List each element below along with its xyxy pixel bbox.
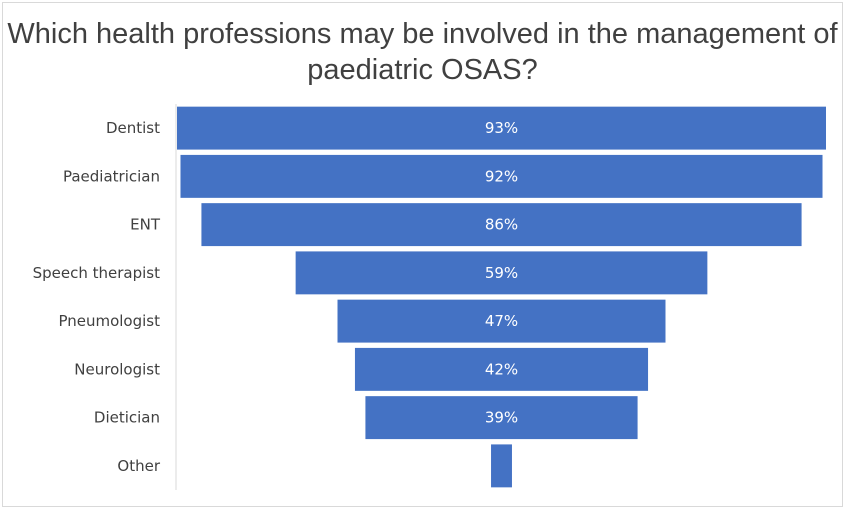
data-label: 59% [485, 264, 518, 282]
bar-paediatrician [180, 154, 823, 198]
data-label: 47% [485, 312, 518, 330]
bar-neurologist [354, 347, 649, 391]
category-label: Paediatrician [63, 167, 160, 185]
category-label: Speech therapist [33, 264, 161, 282]
category-label: Other [117, 457, 160, 475]
bar-dentist [177, 106, 826, 150]
data-label: 93% [485, 119, 518, 137]
category-label: Dietician [94, 409, 160, 427]
category-label: Dentist [106, 119, 160, 137]
data-label: 42% [485, 360, 518, 378]
category-label: Neurologist [74, 360, 160, 378]
bar-other [491, 444, 512, 488]
data-label: 86% [485, 216, 518, 234]
chart-title: Which health professions may be involved… [7, 18, 838, 86]
bar-ent [201, 203, 802, 247]
data-label: 39% [485, 409, 518, 427]
bar-speech-therapist [295, 251, 708, 295]
data-label: 92% [485, 167, 518, 185]
bar-pneumologist [337, 299, 666, 343]
category-label: Pneumologist [58, 312, 160, 330]
category-label: ENT [130, 216, 161, 234]
bar-dietician [365, 396, 638, 440]
